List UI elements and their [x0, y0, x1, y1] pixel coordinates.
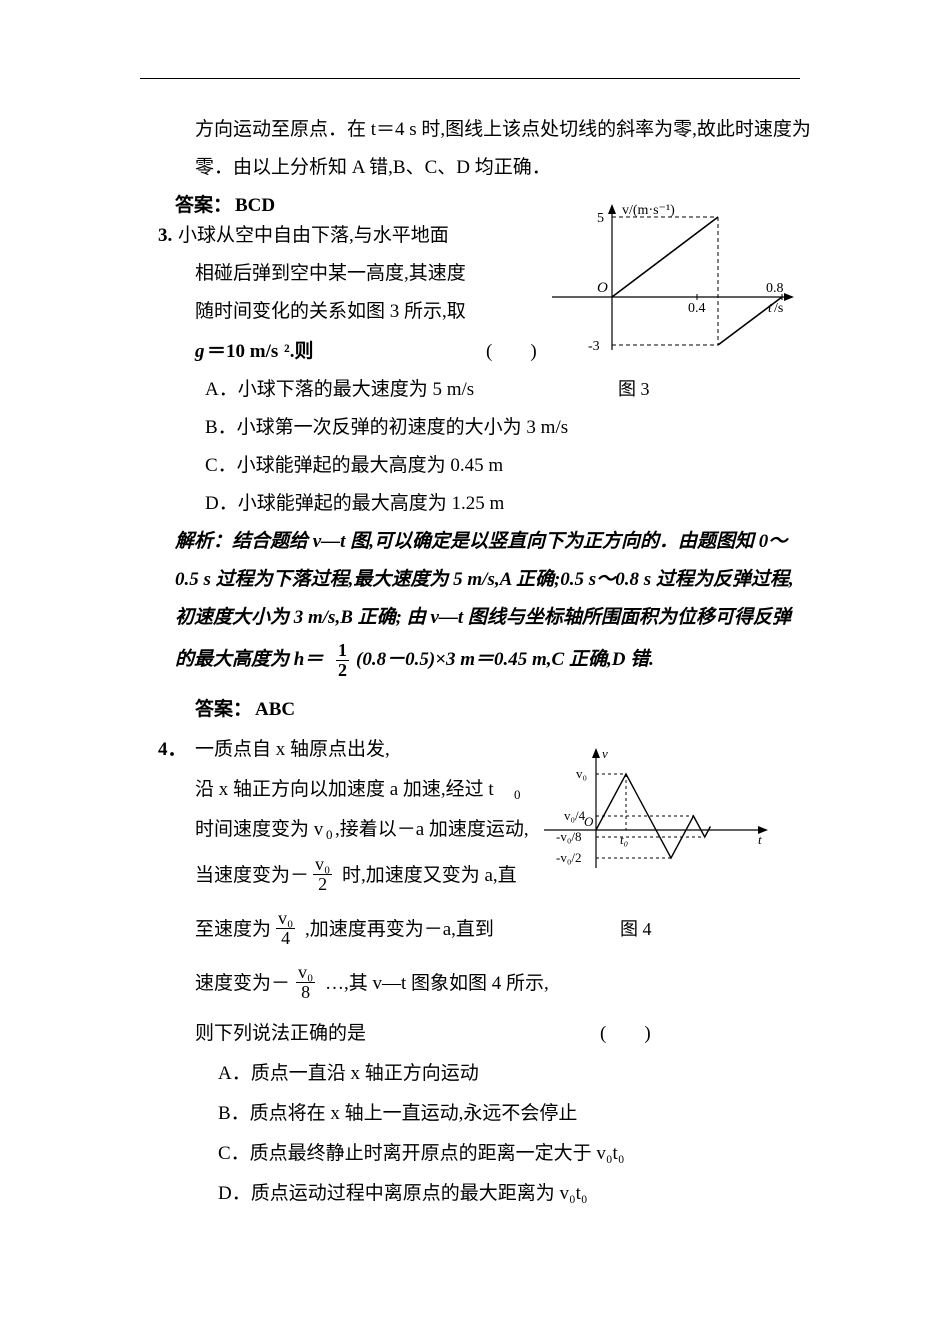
prev-line1: 方向运动至原点．在 t＝4 s 时,图线上该点处切线的斜率为零,故此时速度为: [195, 120, 811, 139]
svg-text:v₀/4: v₀/4: [564, 808, 586, 823]
svg-text:-v₀/8: -v₀/8: [556, 829, 581, 844]
svg-text:v/(m·s⁻¹): v/(m·s⁻¹): [622, 203, 675, 218]
svg-text:-v₀/2: -v₀/2: [556, 850, 581, 865]
q4-line6b: …,其 v—t 图象如图 4 所示,: [325, 974, 549, 993]
q4-frac1: v₀2: [313, 855, 332, 894]
q3-number: 3.: [158, 226, 172, 245]
q3-line2: 相碰后弹到空中某一高度,其速度: [195, 264, 466, 283]
q4-line4a: 当速度变为－: [195, 866, 309, 885]
q4-line1: 一质点自 x 轴原点出发,: [195, 740, 390, 759]
q4-line3a: 时间速度变为 v: [195, 820, 323, 839]
page: 方向运动至原点．在 t＝4 s 时,图线上该点处切线的斜率为零,故此时速度为 零…: [0, 0, 945, 1337]
q3-ex4-frac: 12: [336, 641, 349, 680]
q3-paren: ( ): [486, 342, 537, 361]
q3-optC: C．小球能弹起的最大高度为 0.45 m: [205, 456, 503, 475]
q3-fig-caption: 图 3: [618, 380, 650, 398]
svg-text:t₀: t₀: [620, 832, 628, 847]
svg-text:t: t: [758, 832, 762, 847]
q3-line3: 随时间变化的关系如图 3 所示,取: [195, 302, 466, 321]
q4-chart: v t O v₀ v₀/4 -v₀/8 -v₀/2 t₀: [536, 746, 774, 876]
q4-line2b: 0: [514, 788, 521, 801]
svg-text:0.4: 0.4: [688, 301, 706, 316]
q3-ex4a: 的最大高度为 h＝: [175, 650, 323, 669]
q4-optD: D．质点运动过程中离原点的最大距离为 v₀t₀: [218, 1184, 588, 1203]
q4-optC: C．质点最终静止时离开原点的距离一定大于 v₀t₀: [218, 1144, 624, 1163]
q4-frac2-den: 4: [276, 929, 295, 948]
svg-text:5: 5: [597, 211, 604, 226]
svg-text:v₀: v₀: [576, 766, 587, 781]
q3-frac-num: 1: [336, 641, 349, 661]
q4-frac1-den: 2: [313, 875, 332, 894]
q4-frac2-num: v₀: [276, 909, 295, 929]
q4-line6a: 速度变为－: [195, 974, 290, 993]
q4-optA: A．质点一直沿 x 轴正方向运动: [218, 1064, 479, 1083]
q3-frac-den: 2: [336, 661, 349, 680]
q4-paren: ( ): [600, 1024, 651, 1043]
svg-text:t: t: [768, 301, 773, 316]
q4-line4b: 时,加速度又变为 a,直: [342, 866, 517, 885]
q3-g-val: ＝10 m/s: [207, 342, 278, 361]
q3-optA: A．小球下落的最大速度为 5 m/s: [205, 380, 474, 399]
q3-g-var: g: [195, 342, 205, 361]
prev-answer: BCD: [235, 196, 275, 215]
svg-text:-3: -3: [588, 339, 600, 352]
q4-line3c: ,接着以－a 加速度运动,: [335, 820, 529, 839]
q3-g-sq: ².则: [284, 342, 313, 361]
q4-optB: B．质点将在 x 轴上一直运动,永远不会停止: [218, 1104, 577, 1123]
q4-line7: 则下列说法正确的是: [195, 1024, 366, 1043]
svg-text:0.8: 0.8: [766, 281, 784, 296]
svg-text:/s: /s: [774, 301, 783, 316]
prev-answer-label: 答案：: [175, 196, 232, 215]
q3-optB: B．小球第一次反弹的初速度的大小为 3 m/s: [205, 418, 568, 437]
q3-ex2: 0.5 s 过程为下落过程,最大速度为 5 m/s,A 正确;0.5 s～0.8…: [175, 570, 794, 589]
q4-line2a: 沿 x 轴正方向以加速度 a 加速,经过 t: [195, 780, 494, 799]
q3-line1: 小球从空中自由下落,与水平地面: [178, 226, 449, 245]
q4-frac3-num: v₀: [296, 963, 315, 983]
q4-line3b: 0: [326, 828, 333, 841]
q4-frac3-den: 8: [296, 983, 315, 1002]
q3-chart: v/(m·s⁻¹) t /s O 5 -3 0.4 0.8: [542, 202, 798, 352]
q4-line5a: 至速度为: [195, 920, 271, 939]
svg-text:O: O: [584, 814, 594, 829]
svg-text:O: O: [597, 280, 608, 296]
q3-ans: ABC: [255, 700, 295, 719]
q3-ex3: 初速度大小为 3 m/s,B 正确; 由 v—t 图线与坐标轴所围面积为位移可得…: [175, 608, 791, 627]
q3-ans-label: 答案：: [195, 700, 252, 719]
q4-frac2: v₀4: [276, 909, 295, 948]
q4-frac1-num: v₀: [313, 855, 332, 875]
prev-line2: 零．由以上分析知 A 错,B、C、D 均正确．: [195, 158, 551, 177]
q4-frac3: v₀8: [296, 963, 315, 1002]
q3-ex4b: (0.8－0.5)×3 m＝0.45 m,C 正确,D 错.: [356, 650, 654, 669]
svg-text:v: v: [602, 746, 608, 761]
q4-number: 4．: [158, 740, 187, 759]
q3-ex1: 解析：结合题给 v—t 图,可以确定是以竖直向下为正方向的．由题图知 0～: [175, 532, 787, 551]
q4-line5b: ,加速度再变为－a,直到: [305, 920, 494, 939]
q4-fig-caption: 图 4: [620, 920, 652, 938]
q3-optD: D．小球能弹起的最大高度为 1.25 m: [205, 494, 504, 513]
header-rule: [140, 78, 800, 79]
